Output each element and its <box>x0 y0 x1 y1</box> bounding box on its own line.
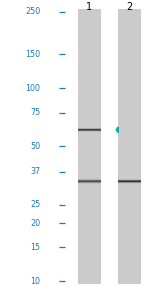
Text: 20: 20 <box>30 219 40 228</box>
Text: 15: 15 <box>30 243 40 252</box>
Text: 50: 50 <box>30 142 40 151</box>
Text: 10: 10 <box>30 277 40 286</box>
Text: 2: 2 <box>127 2 133 12</box>
Text: 100: 100 <box>26 84 40 93</box>
Bar <box>78 9 101 284</box>
Text: 1: 1 <box>86 2 92 12</box>
Bar <box>118 9 141 284</box>
Text: 25: 25 <box>30 200 40 209</box>
Text: 150: 150 <box>25 50 40 59</box>
Text: 75: 75 <box>30 108 40 117</box>
Text: 37: 37 <box>30 167 40 176</box>
Text: 250: 250 <box>25 7 40 16</box>
